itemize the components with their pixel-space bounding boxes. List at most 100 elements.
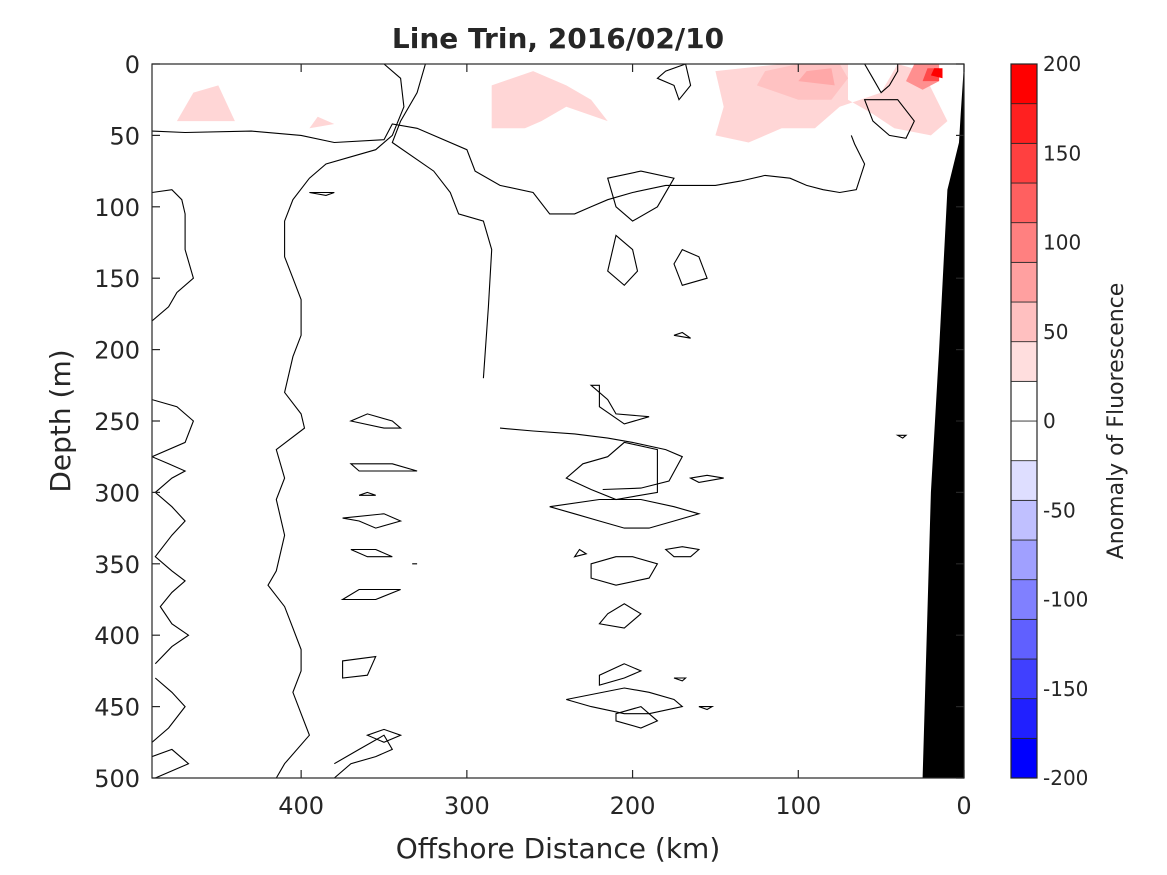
zero-contour-0 [152,123,866,215]
filled-region-1 [309,116,335,129]
colorbar-tick-label--150: -150 [1043,677,1088,701]
colorbar-swatch-14 [1010,182,1038,224]
y-tick-label-350: 350 [94,551,140,579]
closed-contour-1 [607,234,639,287]
closed-contour-13 [340,588,401,601]
colorbar-frame [1010,63,1038,779]
y-tick-label-0: 0 [125,51,140,79]
colorbar-tick-label-50: 50 [1043,320,1068,344]
colorbar-label: Anomaly of Fluorescence [1104,283,1129,560]
colorbar-swatch-10 [1010,341,1038,382]
closed-contour-5 [863,64,899,94]
colorbar-tick-label-0: 0 [1043,409,1056,433]
closed-contour-7 [349,413,403,429]
closed-contour-2 [673,248,708,286]
y-tick-label-50: 50 [109,122,140,150]
closed-contour-24 [673,677,688,682]
colorbar-tick-label--200: -200 [1043,766,1088,790]
y-axis-label: Depth (m) [44,349,77,492]
x-tick-label-200: 200 [610,792,656,820]
colorbar: -200 -150 -100 -50 0 50 100 150 200 [1010,52,1088,790]
colorbar-tick-label--100: -100 [1043,588,1088,612]
x-tick-label-0: 0 [956,792,971,820]
closed-contour-30 [309,191,335,196]
closed-contour-17 [565,441,658,501]
colorbar-swatch-13 [1010,222,1038,263]
colorbar-tick-label-200: 200 [1043,52,1081,76]
colorbar-swatch-7 [1010,460,1038,501]
colorbar-swatch-1 [1010,698,1038,739]
colorbar-swatch-2 [1010,658,1038,700]
closed-contour-22 [598,603,642,629]
closed-contour-18 [549,498,701,529]
y-tick-label-150: 150 [94,265,140,293]
closed-contour-4 [656,64,692,101]
x-tick-label-400: 400 [278,792,324,820]
zero-contour-layer [152,64,915,778]
zero-contour-7 [152,677,186,743]
colorbar-tick-label-150: 150 [1043,141,1081,165]
zero-contour-6 [152,748,190,778]
filled-contour-layer [176,64,948,143]
closed-contour-29 [895,434,908,439]
y-tick-label-100: 100 [94,194,140,222]
zero-contour-4 [499,427,684,491]
seafloor-layer [922,64,964,778]
closed-contour-9 [358,491,376,496]
closed-contour-27 [698,706,715,711]
closed-contour-0 [607,170,675,222]
plot-background [152,64,964,778]
colorbar-tick-label-100: 100 [1043,231,1081,255]
closed-contour-23 [598,663,643,686]
colorbar-swatch-4 [1010,579,1038,620]
colorbar-swatch-5 [1010,539,1038,581]
zero-contour-5 [152,399,195,665]
closed-contour-16 [589,384,650,425]
x-tick-label-100: 100 [775,792,821,820]
zero-contour-3 [391,64,493,379]
closed-contour-28 [688,474,724,483]
colorbar-swatch-17 [1010,63,1038,105]
y-tick-label-300: 300 [94,479,140,507]
closed-contour-6 [863,99,915,139]
y-tick-label-450: 450 [94,694,140,722]
y-tick-label-250: 250 [94,408,140,436]
closed-contour-19 [573,548,588,558]
filled-region-0 [176,85,235,122]
colorbar-swatch-6 [1010,499,1038,541]
colorbar-tick-label--50: -50 [1043,498,1076,522]
plot-area [152,64,964,778]
y-axis-ticks: 0 50 100 150 200 250 300 350 400 450 500 [94,51,964,793]
filled-region-8 [930,68,943,79]
colorbar-swatch-15 [1010,142,1038,184]
closed-contour-11 [350,548,393,558]
colorbar-swatch-3 [1010,618,1038,660]
closed-contour-15 [365,728,403,743]
closed-contour-26 [615,705,659,729]
y-tick-label-500: 500 [94,765,140,793]
seafloor-bathymetry [922,64,964,778]
filled-region-5 [798,68,835,86]
colorbar-swatch-11 [1010,301,1038,343]
colorbar-swatch-16 [1010,103,1038,144]
closed-contour-8 [349,463,418,472]
closed-contour-21 [664,546,701,558]
zero-contour-8 [333,734,394,778]
colorbar-swatch-9 [1010,380,1038,422]
closed-contour-20 [590,556,659,586]
filled-region-2 [491,71,608,129]
colorbar-swatch-0 [1010,737,1038,779]
colorbar-swatch-8 [1010,420,1038,462]
colorbar-swatch-12 [1010,261,1038,303]
zero-contour-2 [267,64,405,778]
y-tick-label-400: 400 [94,622,140,650]
zero-contour-1 [152,189,195,322]
x-axis-ticks: 400 300 200 100 0 [278,64,972,820]
x-tick-label-300: 300 [444,792,490,820]
closed-contour-3 [673,331,691,339]
closed-contour-10 [342,513,403,529]
y-tick-label-200: 200 [94,337,140,365]
x-axis-label: Offshore Distance (km) [396,832,721,865]
closed-contour-14 [342,655,377,679]
